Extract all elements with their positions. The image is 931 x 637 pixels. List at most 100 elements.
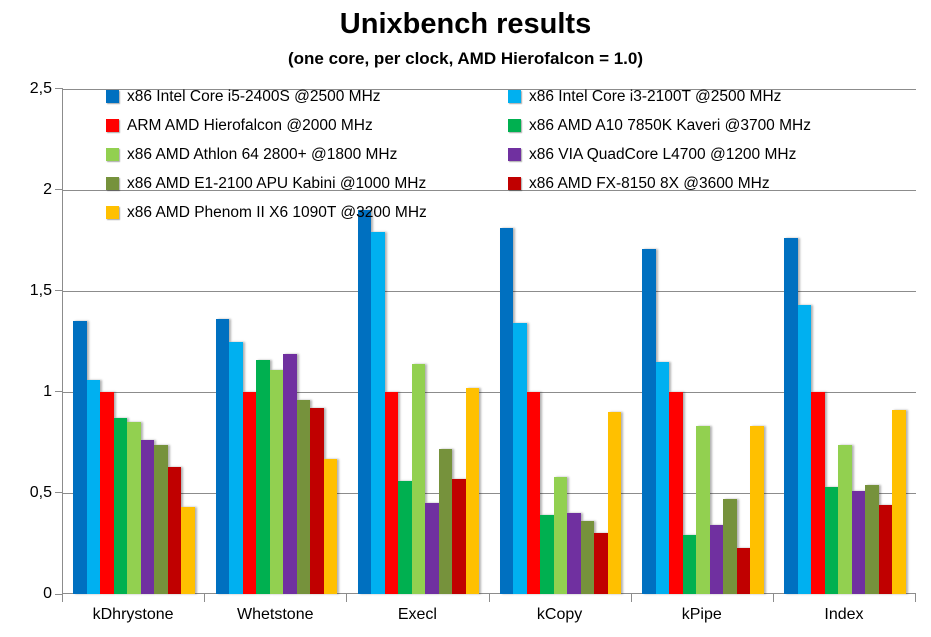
- legend-swatch-icon: [106, 206, 119, 219]
- bar: [824, 486, 839, 594]
- x-axis-category-label: kDhrystone: [92, 606, 174, 623]
- bar: [86, 379, 101, 594]
- legend-swatch-icon: [508, 177, 521, 190]
- gridline: [63, 493, 916, 494]
- bar: [655, 361, 670, 594]
- bar: [851, 490, 866, 594]
- bar: [750, 426, 764, 594]
- x-axis-tick-mark: [62, 594, 63, 602]
- legend-item: x86 Intel Core i5-2400S @2500 MHz: [106, 82, 508, 111]
- gridline: [63, 291, 916, 292]
- bar: [669, 392, 683, 594]
- bar: [465, 387, 480, 594]
- y-axis-tick-label: 1,5: [29, 282, 52, 299]
- legend-label: ARM AMD Hierofalcon @2000 MHz: [127, 116, 373, 134]
- bar-group-kDhrystone: [63, 89, 205, 594]
- bar-group-Execl: [347, 89, 489, 594]
- bar: [269, 369, 283, 594]
- x-axis-tick-mark: [772, 594, 774, 602]
- x-axis-category-label: Whetstone: [237, 606, 314, 623]
- bar: [797, 305, 812, 594]
- legend-item: ARM AMD Hierofalcon @2000 MHz: [106, 111, 508, 140]
- x-axis-tick-mark: [204, 594, 206, 602]
- bar: [607, 412, 622, 594]
- legend-item: x86 Intel Core i3-2100T @2500 MHz: [508, 82, 910, 111]
- bar: [323, 458, 337, 594]
- bar: [242, 392, 256, 594]
- bar: [167, 466, 182, 594]
- legend-label: x86 VIA QuadCore L4700 @1200 MHz: [529, 145, 797, 163]
- legend-swatch-icon: [106, 148, 119, 161]
- bar: [540, 515, 554, 594]
- y-axis-tick-mark: [55, 88, 63, 89]
- bar: [892, 410, 906, 594]
- gridline: [63, 89, 916, 90]
- bar: [181, 507, 195, 594]
- legend-swatch-icon: [508, 90, 521, 103]
- legend-label: x86 AMD Athlon 64 2800+ @1800 MHz: [127, 145, 398, 163]
- legend-label: x86 AMD E1-2100 APU Kabini @1000 MHz: [127, 174, 427, 192]
- bar: [838, 444, 852, 594]
- bar: [723, 499, 737, 594]
- legend-item: x86 AMD E1-2100 APU Kabini @1000 MHz: [106, 169, 508, 198]
- gridline: [63, 392, 916, 393]
- x-axis-tick-mark: [488, 594, 490, 602]
- bar: [229, 341, 243, 594]
- bar: [100, 392, 114, 594]
- bar: [425, 503, 439, 594]
- gridline: [63, 593, 916, 594]
- bar: [553, 476, 568, 594]
- bar: [310, 408, 324, 594]
- bar: [567, 513, 581, 594]
- bar-group-Whetstone: [205, 89, 347, 594]
- x-axis-labels: kDhrystone Whetstone Execl kCopy kPipe Index: [62, 606, 915, 624]
- bar-group-kCopy: [490, 89, 632, 594]
- bar: [526, 392, 541, 594]
- x-axis-category-label: kCopy: [536, 606, 583, 623]
- bar: [878, 505, 893, 594]
- bar: [215, 319, 229, 594]
- bar: [73, 321, 87, 594]
- chart-title: Unixbench results: [339, 8, 592, 40]
- bar: [499, 228, 514, 594]
- legend-label: x86 AMD Phenom II X6 1090T @3200 MHz: [127, 203, 427, 221]
- x-axis-category-label: Execl: [397, 606, 437, 623]
- bar: [709, 525, 724, 594]
- bar: [371, 232, 385, 594]
- legend-label: x86 Intel Core i3-2100T @2500 MHz: [529, 87, 782, 105]
- bar: [113, 418, 128, 594]
- bar: [594, 533, 608, 594]
- bar: [398, 480, 412, 594]
- y-axis-tick-label: 2,5: [29, 80, 52, 97]
- bar: [411, 363, 426, 594]
- legend-swatch-icon: [106, 177, 119, 190]
- bar: [811, 392, 825, 594]
- legend-item: x86 AMD A10 7850K Kaveri @3700 MHz: [508, 111, 910, 140]
- bar: [296, 400, 310, 594]
- bar: [865, 484, 879, 594]
- legend-item: x86 AMD FX-8150 8X @3600 MHz: [508, 169, 910, 198]
- bar: [256, 359, 270, 594]
- y-axis-tick-label: 2: [43, 181, 52, 198]
- bar: [357, 210, 372, 594]
- legend-item: x86 AMD Phenom II X6 1090T @3200 MHz: [106, 198, 508, 227]
- bar: [736, 547, 751, 594]
- legend-swatch-icon: [508, 119, 521, 132]
- x-axis-tick-mark: [346, 594, 348, 602]
- bar: [642, 248, 656, 594]
- legend-label: x86 AMD A10 7850K Kaveri @3700 MHz: [529, 116, 811, 134]
- bar: [127, 422, 141, 594]
- y-axis-tick-mark: [55, 290, 63, 291]
- legend-swatch-icon: [106, 90, 119, 103]
- y-axis-tick-label: 1: [43, 383, 52, 400]
- x-axis-category-label: kPipe: [681, 606, 722, 623]
- bar: [682, 535, 697, 594]
- bar: [580, 521, 595, 594]
- y-axis-tick-mark: [55, 594, 63, 595]
- legend: x86 Intel Core i5-2400S @2500 MHz x86 Int…: [106, 82, 910, 227]
- legend-swatch-icon: [508, 148, 521, 161]
- bar: [784, 238, 798, 594]
- y-axis-tick-mark: [55, 492, 63, 493]
- x-axis-tick-mark: [915, 594, 916, 602]
